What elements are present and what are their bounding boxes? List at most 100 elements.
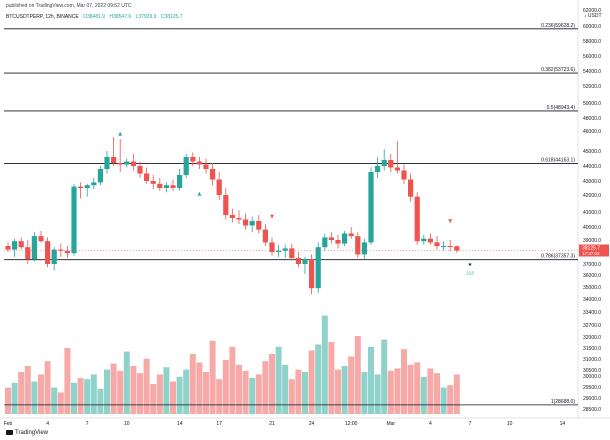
candle-body [177, 175, 183, 188]
candle-body [335, 240, 341, 244]
candle-body [394, 167, 400, 171]
volume-bar [11, 382, 18, 414]
volume-bar [77, 378, 84, 414]
candle-body [5, 246, 11, 250]
y-tick-label: 46000.0 [583, 129, 601, 135]
y-tick-label: 30500.0 [583, 368, 601, 374]
volume-bar [137, 373, 143, 414]
candle-body [408, 179, 414, 197]
fib-level-label: 0.382(53723.6) [541, 67, 575, 73]
tradingview-logo-icon [6, 430, 13, 435]
candle-body [157, 183, 163, 188]
candle-body [51, 249, 57, 264]
volume-bar [447, 385, 454, 414]
candle-body [150, 181, 156, 184]
candle-body [434, 242, 440, 246]
volume-bar [229, 346, 236, 414]
volume-bar [90, 374, 97, 414]
volume-bar [427, 368, 434, 414]
candle-body [144, 173, 150, 181]
x-tick-label: Feb [4, 421, 13, 427]
volume-bar [51, 387, 58, 414]
volume-bar [341, 366, 348, 414]
y-tick-label: 48000.0 [583, 116, 601, 122]
volume-bar [117, 370, 124, 414]
candle-body [111, 157, 117, 163]
volume-bar [143, 358, 150, 414]
open-value: O38481.9 [83, 14, 106, 20]
x-tick-label: 14 [560, 421, 566, 427]
volume-bar [335, 369, 341, 414]
y-tick-label: 56000.0 [583, 54, 601, 60]
y-tick-label: 42000.0 [583, 193, 601, 199]
y-tick-label: 52000.0 [583, 84, 601, 90]
candle-body [203, 164, 209, 169]
volume-bar [71, 382, 77, 414]
candle-body [84, 185, 90, 188]
x-tick-label: 24 [309, 421, 315, 427]
candle-body [295, 258, 301, 264]
y-tick-label: 41000.0 [583, 210, 601, 216]
candle-body [375, 166, 381, 172]
volume-bar [216, 379, 223, 414]
candle-body [388, 160, 394, 168]
candle-body [269, 242, 275, 252]
volume-bar [420, 376, 427, 414]
candle-body [196, 161, 202, 165]
volume-bar [18, 372, 25, 414]
volume-bar [315, 344, 322, 414]
y-tick-label: 43000.0 [583, 179, 601, 185]
y-tick-label: 31000.0 [583, 357, 601, 363]
y-tick-label: 62000.0 [583, 8, 601, 14]
tradingview-brand: TradingView [15, 430, 49, 437]
candle-body [58, 249, 64, 251]
y-tick-label: 29000.0 [583, 396, 601, 402]
candle-body [262, 229, 268, 243]
y-tick-label: 31500.0 [583, 346, 601, 352]
publish-info: published on TradingView.com, Mar 07, 20… [6, 3, 132, 9]
volume-bar [302, 372, 308, 414]
volume-bar [150, 384, 157, 414]
signal-marker-label: 213 [466, 270, 474, 275]
candle-body [309, 259, 315, 289]
last-price-countdown: 17:37:05 [582, 251, 600, 256]
candle-body [124, 161, 130, 165]
candle-body [137, 166, 143, 174]
volume-bar [374, 374, 381, 414]
volume-bar [189, 354, 196, 414]
candle-body [130, 161, 136, 166]
candle-body [355, 236, 361, 255]
candle-body [243, 219, 249, 226]
candle-body [401, 170, 407, 180]
volume-bar [176, 376, 183, 414]
volume-bar [440, 387, 447, 414]
candle-body [414, 196, 420, 242]
symbol-ohlc-legend: BTCUSDTPERP, 12h, BINANCE O38481.9 H3854… [6, 14, 182, 20]
volume-bar [348, 356, 355, 414]
x-tick-label: 7 [86, 421, 89, 427]
volume-bar [64, 348, 71, 414]
volume-bar [24, 366, 31, 414]
x-tick-label: 10 [124, 421, 130, 427]
candle-body [45, 241, 51, 264]
volume-bar [203, 372, 209, 414]
volume-bar [381, 339, 388, 414]
volume-bar [38, 374, 44, 414]
volume-bar [209, 340, 216, 414]
candle-body [348, 233, 354, 237]
close-value: C38125.7 [160, 14, 183, 20]
volume-bar [156, 374, 163, 414]
volume-bar [434, 373, 440, 414]
signal-marker: ▲ [118, 131, 122, 137]
y-tick-label: 33400.0 [583, 310, 601, 316]
y-tick-label: 39000.0 [583, 238, 601, 244]
y-tick-label: 37000.0 [583, 262, 601, 268]
high-value: H38547.6 [109, 14, 132, 20]
symbol-label[interactable]: BTCUSDTPERP, 12h, BINANCE [6, 14, 79, 20]
volume-bar [394, 368, 401, 414]
volume-bar [222, 360, 229, 414]
candle-body [18, 241, 24, 248]
candle-body [282, 248, 288, 251]
volume-bar [387, 370, 394, 414]
